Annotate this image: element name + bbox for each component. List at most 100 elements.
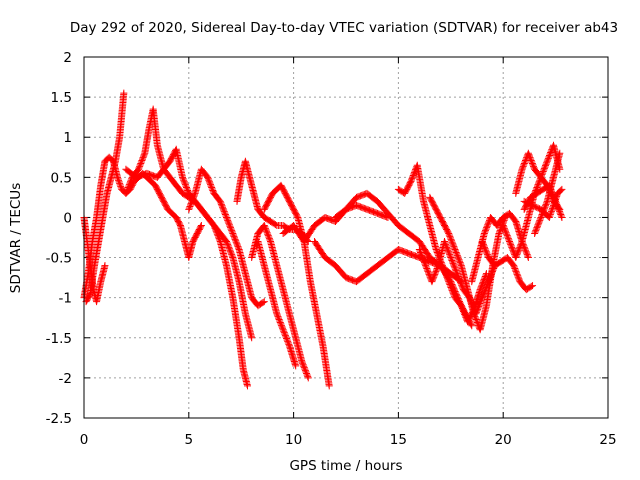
data-point xyxy=(512,254,520,262)
data-point xyxy=(458,303,466,311)
data-point xyxy=(207,181,215,189)
data-point xyxy=(260,298,268,306)
data-point xyxy=(546,151,554,159)
data-point xyxy=(556,165,564,173)
data-point xyxy=(447,255,455,263)
data-point xyxy=(183,184,191,192)
data-point xyxy=(227,249,235,257)
data-point xyxy=(211,223,219,231)
data-point xyxy=(220,208,228,216)
data-point xyxy=(555,206,563,214)
data-point xyxy=(126,178,134,186)
data-point xyxy=(453,251,461,259)
data-point xyxy=(138,157,146,165)
data-point xyxy=(553,192,561,200)
series-pass-10 xyxy=(260,181,333,390)
data-point xyxy=(501,227,509,235)
y-axis-ticks: -2.5 -2 -1.5 -1 -0.5 0 0.5 1 1.5 2 xyxy=(46,50,608,427)
data-point xyxy=(454,254,462,262)
x-tick-label: 25 xyxy=(599,432,616,448)
data-point xyxy=(516,243,524,251)
data-point xyxy=(444,275,452,283)
plot-frame xyxy=(83,56,609,419)
data-point xyxy=(136,161,144,169)
data-point xyxy=(515,275,523,283)
x-axis-ticks: 0 5 10 15 20 25 xyxy=(80,57,617,448)
data-point xyxy=(228,227,236,235)
data-point xyxy=(274,313,282,321)
data-point xyxy=(276,317,284,325)
y-tick-label: -1.5 xyxy=(46,331,72,347)
data-point xyxy=(557,211,565,219)
data-point xyxy=(444,276,452,284)
data-point xyxy=(483,224,491,232)
data-point xyxy=(220,206,228,214)
data-point xyxy=(279,326,287,334)
data-point xyxy=(230,232,238,240)
data-point xyxy=(212,227,220,235)
data-point xyxy=(273,311,281,319)
grid-lines xyxy=(84,57,608,418)
data-point xyxy=(534,181,542,189)
data-point xyxy=(115,178,123,186)
data-point xyxy=(528,158,536,166)
data-point xyxy=(524,254,532,262)
data-point xyxy=(449,259,457,267)
data-point xyxy=(180,178,188,186)
data-point xyxy=(440,264,448,272)
data-point xyxy=(535,218,543,226)
data-point xyxy=(472,314,480,322)
data-point xyxy=(449,258,457,266)
data-point xyxy=(449,289,457,297)
data-point xyxy=(446,234,454,242)
data-point xyxy=(447,254,455,262)
data-point xyxy=(283,336,291,344)
data-point xyxy=(445,229,453,237)
data-point xyxy=(204,173,212,181)
data-point xyxy=(433,266,441,274)
data-point xyxy=(191,191,199,199)
data-point xyxy=(533,182,541,190)
data-point xyxy=(263,227,271,235)
data-point xyxy=(139,154,147,162)
data-point xyxy=(209,186,217,194)
data-point xyxy=(552,194,560,202)
data-point xyxy=(277,321,285,329)
data-point xyxy=(474,304,482,312)
data-point xyxy=(514,272,522,280)
data-point xyxy=(263,229,271,237)
data-point xyxy=(542,160,550,168)
series-pass-14 xyxy=(394,161,490,326)
data-point xyxy=(523,251,531,259)
data-point xyxy=(223,239,231,247)
data-point xyxy=(468,322,476,330)
data-point xyxy=(262,226,270,234)
data-point xyxy=(120,89,128,97)
data-point xyxy=(450,243,458,251)
series-pass-6 xyxy=(185,165,268,310)
data-point xyxy=(480,277,488,285)
data-point xyxy=(431,270,439,278)
data-point xyxy=(126,179,134,187)
data-point xyxy=(545,213,553,221)
data-point xyxy=(508,243,516,251)
data-point xyxy=(260,221,268,229)
data-point xyxy=(484,221,492,229)
data-point xyxy=(507,240,515,248)
data-point xyxy=(221,209,229,217)
data-point xyxy=(543,199,551,207)
data-point xyxy=(540,166,548,174)
data-point xyxy=(446,252,454,260)
data-point xyxy=(114,173,122,181)
data-point xyxy=(116,179,124,187)
data-point xyxy=(557,186,565,194)
data-point xyxy=(481,227,489,235)
data-point xyxy=(410,170,418,178)
data-point xyxy=(459,306,467,314)
data-point xyxy=(481,243,489,251)
data-point xyxy=(475,302,483,310)
data-point xyxy=(527,282,535,290)
data-point xyxy=(505,236,513,244)
series-pass-1 xyxy=(80,153,205,302)
data-point xyxy=(179,175,187,183)
